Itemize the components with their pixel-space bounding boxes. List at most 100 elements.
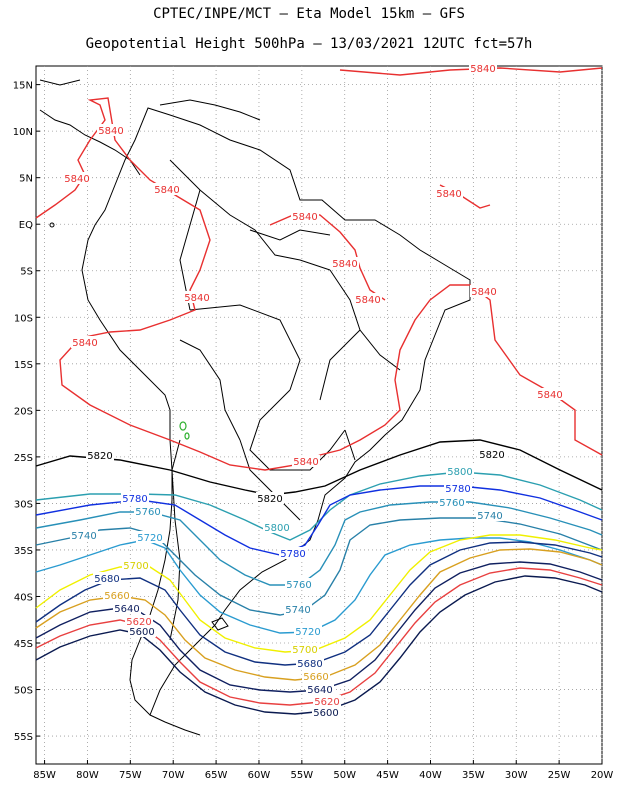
contour-label-background: [153, 183, 181, 195]
contour-label-5840: 5840: [537, 390, 562, 401]
contour-label-5780: 5780: [280, 549, 305, 560]
lat-tick-label: 45S: [14, 639, 33, 650]
contour-label-background: [122, 559, 150, 571]
lon-tick-label: 30W: [505, 770, 528, 781]
tierra-del-fuego-coast: [149, 714, 201, 736]
axis-ticks: 15N 10N 5N EQ 5S 10S 15S 20S 25S 30S 35S 40S 45S 50S 5…: [13, 81, 614, 781]
lat-tick-label: 10N: [13, 127, 33, 138]
lon-tick-label: 45W: [376, 770, 399, 781]
contour-label-background: [71, 336, 99, 348]
contour-label-background: [306, 683, 334, 695]
country-border: [249, 389, 346, 471]
contour-label-background: [444, 482, 472, 494]
lat-tick-label: 10S: [14, 313, 33, 324]
contour-label-5820: 5820: [257, 494, 282, 505]
contour-label-5840: 5840: [355, 295, 380, 306]
contour-label-5840: 5840: [64, 174, 89, 185]
contour-label-background: [93, 572, 121, 584]
contour-label-5760: 5760: [286, 580, 311, 591]
caribbean-coast-2: [159, 99, 261, 121]
lon-tick-label: 55W: [291, 770, 314, 781]
contour-label-background: [128, 625, 156, 637]
lat-tick-label: 20S: [14, 406, 33, 417]
contour-label-5680: 5680: [297, 659, 322, 670]
contour-label-background: [469, 62, 497, 74]
contour-label-background: [121, 492, 149, 504]
lon-tick-label: 75W: [119, 770, 142, 781]
country-border: [319, 329, 361, 401]
contour-label-5820: 5820: [479, 450, 504, 461]
lon-tick-label: 60W: [248, 770, 271, 781]
galapagos-islands: [49, 222, 55, 228]
contour-label-5700: 5700: [292, 645, 317, 656]
country-border: [179, 339, 241, 441]
contour-label-5660: 5660: [104, 591, 129, 602]
contour-5840: [269, 211, 386, 301]
contour-label-background: [313, 695, 341, 707]
contour-label-5620: 5620: [314, 697, 339, 708]
contour-label-background: [279, 547, 307, 559]
contour-label-5840: 5840: [72, 338, 97, 349]
lon-tick-label: 40W: [419, 770, 442, 781]
contour-label-background: [470, 285, 498, 297]
lon-tick-label: 85W: [33, 770, 56, 781]
contour-label-5840: 5840: [98, 126, 123, 137]
contour-label-background: [263, 521, 291, 533]
contour-label-background: [446, 465, 474, 477]
contour-label-background: [97, 124, 125, 136]
contour-label-5740: 5740: [71, 531, 96, 542]
lon-tick-label: 70W: [162, 770, 185, 781]
lat-tick-label: 50S: [14, 686, 33, 697]
lat-tick-label: 40S: [14, 592, 33, 603]
contour-label-5840: 5840: [471, 287, 496, 298]
country-border: [329, 269, 401, 371]
contour-label-5800: 5800: [447, 467, 472, 478]
lat-tick-label: 30S: [14, 499, 33, 510]
contour-label-5760: 5760: [439, 498, 464, 509]
salt-flat-outline: [179, 421, 190, 440]
lon-tick-label: 65W: [205, 770, 228, 781]
lat-tick-label: 25S: [14, 453, 33, 464]
contour-label-5600: 5600: [313, 708, 338, 719]
contour-label-background: [478, 448, 506, 460]
contour-label-5720: 5720: [137, 533, 162, 544]
south-america-coast: [81, 107, 471, 716]
contour-label-5840: 5840: [292, 212, 317, 223]
contour-label-background: [292, 455, 320, 467]
contour-label-background: [285, 578, 313, 590]
contour-label-5640: 5640: [307, 685, 332, 696]
contour-label-background: [294, 625, 322, 637]
contour-label-background: [103, 589, 131, 601]
contour-label-background: [284, 603, 312, 615]
contour-label-background: [134, 505, 162, 517]
contour-label-5620: 5620: [126, 617, 151, 628]
contour-label-5700: 5700: [123, 561, 148, 572]
country-border: [239, 439, 301, 521]
lon-tick-label: 35W: [462, 770, 485, 781]
contour-label-5840: 5840: [332, 259, 357, 270]
lon-tick-label: 80W: [76, 770, 99, 781]
contour-label-5840: 5840: [293, 457, 318, 468]
contour-label-5720: 5720: [295, 627, 320, 638]
contour-5780: [35, 485, 603, 556]
contour-label-background: [63, 172, 91, 184]
contour-label-5820: 5820: [87, 451, 112, 462]
contour-label-background: [438, 496, 466, 508]
contour-label-background: [113, 602, 141, 614]
contour-label-5800: 5800: [264, 523, 289, 534]
contour-label-background: [435, 187, 463, 199]
contour-label-5840: 5840: [154, 185, 179, 196]
contour-label-5780: 5780: [122, 494, 147, 505]
contour-label-5740: 5740: [477, 511, 502, 522]
contour-label-background: [302, 670, 330, 682]
contour-label-background: [536, 388, 564, 400]
contour-label-5600: 5600: [129, 627, 154, 638]
contour-label-background: [256, 492, 284, 504]
contour-label-background: [70, 529, 98, 541]
chart-title-line-2: Geopotential Height 500hPa — 13/03/2021 …: [85, 36, 533, 52]
contour-label-background: [125, 615, 153, 627]
contour-label-5760: 5760: [135, 507, 160, 518]
contour-5800: [35, 471, 603, 541]
contour-label-5780: 5780: [445, 484, 470, 495]
